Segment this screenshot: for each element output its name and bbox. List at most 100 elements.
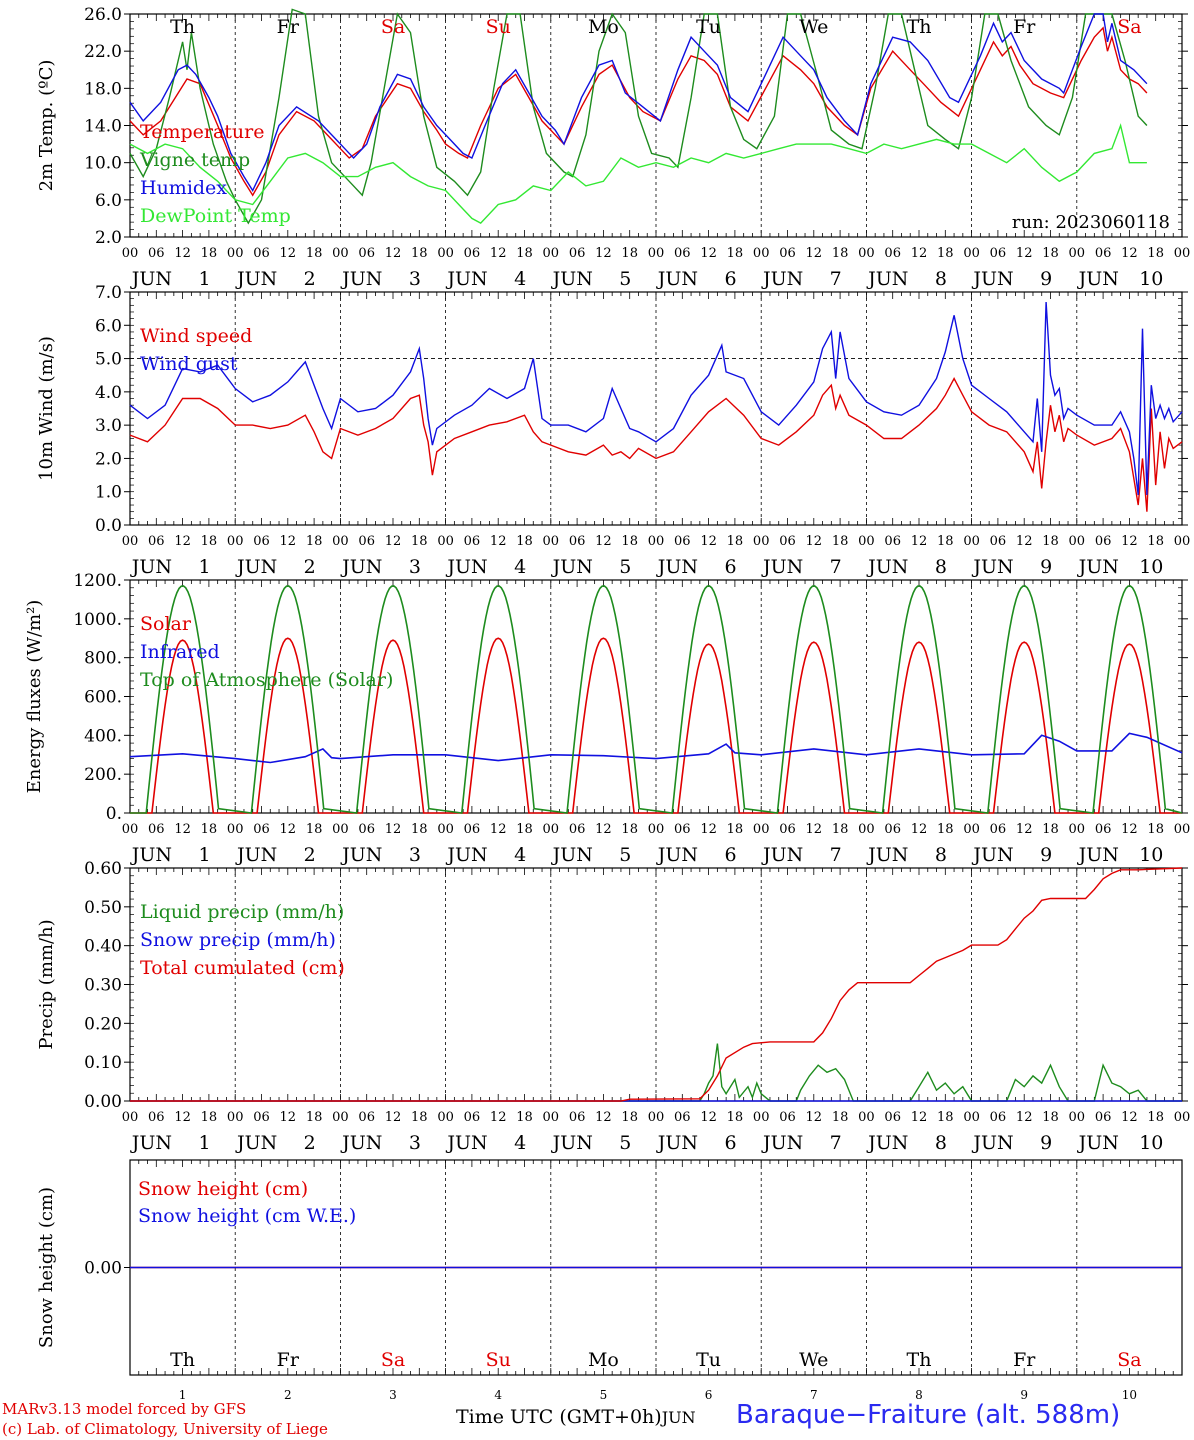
hour-label: 00 bbox=[332, 1110, 349, 1125]
hour-label: 06 bbox=[674, 1110, 691, 1125]
hour-label: 00 bbox=[437, 822, 454, 837]
month-label: JUN bbox=[656, 1132, 698, 1154]
hour-label: 12 bbox=[280, 822, 297, 837]
hour-label: 18 bbox=[411, 534, 428, 549]
hour-label: 06 bbox=[990, 822, 1007, 837]
hour-label: 00 bbox=[543, 1110, 560, 1125]
hour-label: 00 bbox=[543, 246, 560, 261]
hour-label: 18 bbox=[937, 246, 954, 261]
hour-label: 06 bbox=[569, 1110, 586, 1125]
plot-frame bbox=[129, 13, 1183, 238]
hour-label: 06 bbox=[253, 534, 270, 549]
hour-label: 00 bbox=[122, 246, 139, 261]
model-label: MARv3.13 model forced by GFS bbox=[2, 1400, 247, 1418]
hour-label: 12 bbox=[806, 246, 823, 261]
hour-label: 00 bbox=[122, 534, 139, 549]
hour-label: 12 bbox=[806, 534, 823, 549]
month-label: JUN bbox=[445, 844, 487, 866]
y-tick-label: 14.0 bbox=[84, 117, 122, 137]
hour-label: 12 bbox=[490, 534, 507, 549]
hour-label: 12 bbox=[280, 1110, 297, 1125]
y-tick-label: 0.50 bbox=[84, 898, 122, 918]
month-label: JUN bbox=[340, 268, 382, 290]
y-tick-label: 5.0 bbox=[95, 350, 122, 370]
hour-label: 06 bbox=[884, 246, 901, 261]
hour-label: 06 bbox=[358, 246, 375, 261]
legend-entry: Snow height (cm) bbox=[138, 1178, 308, 1200]
hour-label: 12 bbox=[385, 1110, 402, 1125]
month-label: JUN bbox=[1077, 844, 1119, 866]
hour-label: 06 bbox=[358, 822, 375, 837]
month-label: JUN bbox=[235, 556, 277, 578]
hour-label: 06 bbox=[779, 1110, 796, 1125]
y-tick-label: 4.0 bbox=[95, 383, 122, 403]
hour-label: 18 bbox=[832, 246, 849, 261]
hour-label: 00 bbox=[1069, 1110, 1086, 1125]
y-tick-label: 1000. bbox=[73, 610, 122, 630]
panel-energy: 0. 200. 400. 600. 800. 1000. 1200. Energy fluxe… bbox=[24, 571, 1190, 866]
hour-label: 18 bbox=[1147, 1110, 1164, 1125]
weekday-label: Su bbox=[486, 16, 511, 38]
legend-entry: Top of Atmosphere (Solar) bbox=[140, 669, 393, 691]
weekday-label: Mo bbox=[588, 1349, 619, 1371]
hour-label: 00 bbox=[648, 246, 665, 261]
hour-label: 18 bbox=[306, 1110, 323, 1125]
weekday-label: Sa bbox=[381, 16, 405, 38]
y-tick-label: 800. bbox=[84, 649, 122, 669]
hour-label: 00 bbox=[332, 534, 349, 549]
weekday-label: Su bbox=[486, 1349, 511, 1371]
hour-label: 12 bbox=[490, 1110, 507, 1125]
hour-label: 18 bbox=[727, 822, 744, 837]
date-label: 10 bbox=[1139, 1132, 1163, 1154]
month-label: JUN bbox=[340, 1132, 382, 1154]
hour-label: 12 bbox=[911, 822, 928, 837]
month-label: JUN bbox=[551, 268, 593, 290]
month-label: JUN bbox=[1077, 268, 1119, 290]
date-label: 4 bbox=[514, 844, 526, 866]
weekday-label: Th bbox=[907, 1349, 932, 1371]
hour-label: 12 bbox=[280, 534, 297, 549]
month-label: JUN bbox=[130, 268, 172, 290]
hour-label: 06 bbox=[464, 822, 481, 837]
date-label: 2 bbox=[304, 1132, 316, 1154]
hour-label: 12 bbox=[1016, 1110, 1033, 1125]
month-label: JUN bbox=[971, 268, 1013, 290]
hour-label: 00 bbox=[648, 1110, 665, 1125]
date-label: 10 bbox=[1139, 268, 1163, 290]
hour-label: 18 bbox=[306, 534, 323, 549]
date-label: 4 bbox=[514, 556, 526, 578]
hour-label: 18 bbox=[727, 1110, 744, 1125]
month-label: JUN bbox=[761, 556, 803, 578]
date-label: 8 bbox=[935, 268, 947, 290]
hour-label: 00 bbox=[332, 822, 349, 837]
series-line bbox=[130, 637, 1182, 814]
hour-label: 06 bbox=[148, 534, 165, 549]
station-name: Baraque−Fraiture (alt. 588m) bbox=[736, 1400, 1121, 1430]
hour-label: 00 bbox=[858, 822, 875, 837]
date-label: 7 bbox=[830, 268, 842, 290]
date-label: 7 bbox=[830, 556, 842, 578]
hour-label: 00 bbox=[1174, 246, 1191, 261]
month-label: JUN bbox=[445, 556, 487, 578]
hour-label: 00 bbox=[858, 534, 875, 549]
month-label: JUN bbox=[866, 844, 908, 866]
weekday-label: Sa bbox=[381, 1349, 405, 1371]
date-label: 9 bbox=[1040, 844, 1052, 866]
y-axis-label: Precip (mm/h) bbox=[36, 919, 57, 1049]
month-label: JUN bbox=[235, 844, 277, 866]
legend-entry: Wind gust bbox=[140, 353, 238, 375]
hour-label: 00 bbox=[963, 534, 980, 549]
hour-label: 18 bbox=[621, 246, 638, 261]
hour-label: 18 bbox=[832, 822, 849, 837]
hour-label: 12 bbox=[700, 1110, 717, 1125]
series-line bbox=[129, 732, 1183, 764]
y-tick-label: 0.10 bbox=[84, 1053, 122, 1073]
hour-label: 18 bbox=[1042, 822, 1059, 837]
legend-entry: Liquid precip (mm/h) bbox=[140, 901, 344, 923]
hour-label: 18 bbox=[621, 822, 638, 837]
hour-label: 12 bbox=[1121, 1110, 1138, 1125]
y-axis-label: 2m Temp. (ºC) bbox=[36, 60, 57, 192]
hour-label: 00 bbox=[648, 534, 665, 549]
legend-entry: Vigne temp bbox=[139, 149, 250, 171]
hour-label: 06 bbox=[1095, 534, 1112, 549]
